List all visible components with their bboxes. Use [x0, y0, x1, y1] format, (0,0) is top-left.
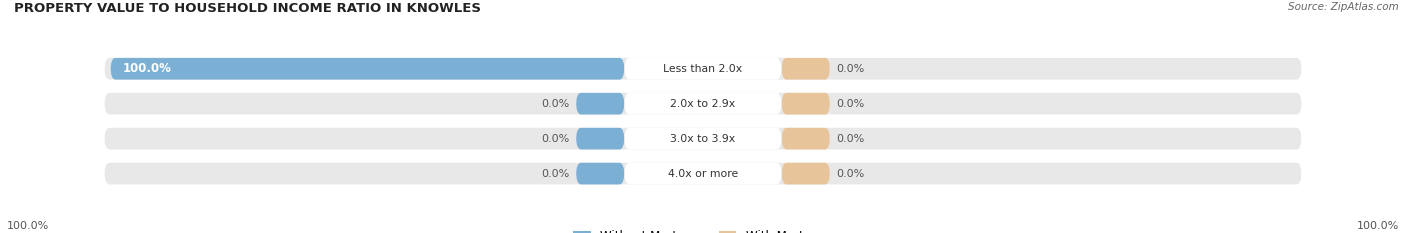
Text: PROPERTY VALUE TO HOUSEHOLD INCOME RATIO IN KNOWLES: PROPERTY VALUE TO HOUSEHOLD INCOME RATIO… [14, 2, 481, 15]
Text: 3.0x to 3.9x: 3.0x to 3.9x [671, 134, 735, 144]
FancyBboxPatch shape [576, 128, 624, 150]
Text: 0.0%: 0.0% [837, 99, 865, 109]
FancyBboxPatch shape [624, 128, 782, 150]
Text: Less than 2.0x: Less than 2.0x [664, 64, 742, 74]
Text: 0.0%: 0.0% [541, 169, 569, 178]
Text: 100.0%: 100.0% [122, 62, 172, 75]
FancyBboxPatch shape [576, 93, 624, 114]
Text: Source: ZipAtlas.com: Source: ZipAtlas.com [1288, 2, 1399, 12]
FancyBboxPatch shape [111, 58, 624, 80]
Text: 0.0%: 0.0% [837, 134, 865, 144]
Text: 0.0%: 0.0% [541, 99, 569, 109]
Legend: Without Mortgage, With Mortgage: Without Mortgage, With Mortgage [568, 226, 838, 233]
Text: 0.0%: 0.0% [837, 169, 865, 178]
FancyBboxPatch shape [624, 58, 782, 80]
FancyBboxPatch shape [576, 163, 624, 185]
Text: 2.0x to 2.9x: 2.0x to 2.9x [671, 99, 735, 109]
FancyBboxPatch shape [782, 128, 830, 150]
FancyBboxPatch shape [104, 163, 1302, 185]
FancyBboxPatch shape [104, 128, 1302, 150]
Text: 0.0%: 0.0% [541, 134, 569, 144]
Text: 100.0%: 100.0% [1357, 221, 1399, 231]
Text: 0.0%: 0.0% [837, 64, 865, 74]
FancyBboxPatch shape [624, 163, 782, 185]
FancyBboxPatch shape [782, 93, 830, 114]
FancyBboxPatch shape [782, 58, 830, 80]
Text: 100.0%: 100.0% [7, 221, 49, 231]
FancyBboxPatch shape [104, 93, 1302, 114]
FancyBboxPatch shape [624, 93, 782, 114]
Text: 4.0x or more: 4.0x or more [668, 169, 738, 178]
FancyBboxPatch shape [782, 163, 830, 185]
FancyBboxPatch shape [104, 58, 1302, 80]
